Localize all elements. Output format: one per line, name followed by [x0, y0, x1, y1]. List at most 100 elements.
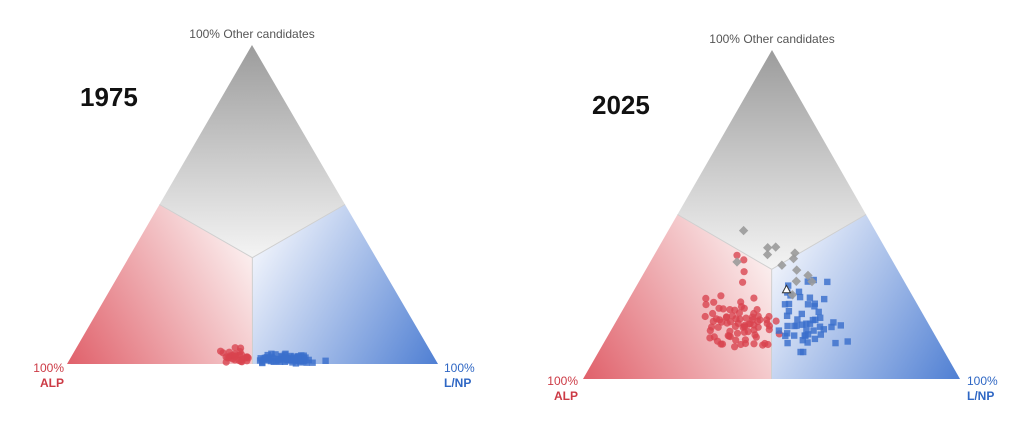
data-point — [270, 358, 277, 365]
data-point — [740, 268, 748, 276]
data-point — [810, 327, 817, 334]
data-point — [231, 344, 239, 352]
data-point — [765, 312, 773, 321]
data-point — [733, 251, 741, 259]
data-point — [811, 303, 818, 310]
data-point — [717, 292, 725, 300]
data-point — [837, 322, 844, 329]
data-point — [285, 354, 292, 361]
data-point — [763, 243, 773, 253]
data-point — [817, 331, 824, 338]
data-point — [275, 355, 282, 363]
data-point — [804, 301, 812, 308]
data-point — [844, 338, 851, 345]
data-point — [742, 314, 750, 322]
data-point — [709, 309, 717, 318]
data-point — [820, 326, 827, 333]
data-point — [237, 344, 245, 352]
data-point — [803, 320, 810, 327]
data-point — [269, 355, 276, 362]
data-point — [295, 353, 302, 360]
vertex-label-alp: 100% ALP — [538, 374, 578, 404]
data-point — [265, 357, 272, 364]
vertex-label-alp-pct: 100% — [547, 374, 578, 388]
vertex-label-lnp: 100% L/NP — [967, 374, 998, 404]
data-point — [799, 321, 806, 328]
data-point — [753, 306, 761, 314]
data-point — [796, 293, 804, 301]
data-point — [821, 295, 828, 303]
data-point — [702, 294, 710, 302]
data-point — [794, 316, 801, 323]
region-divider — [252, 204, 346, 259]
data-point — [750, 340, 758, 348]
data-point — [735, 309, 744, 317]
data-point — [784, 322, 791, 330]
data-point — [268, 350, 275, 357]
data-point — [237, 357, 245, 365]
data-point — [300, 354, 307, 361]
region-divider — [771, 214, 867, 270]
data-point — [272, 351, 279, 358]
data-point — [806, 320, 814, 327]
region-alp — [67, 204, 253, 364]
data-point — [762, 249, 773, 260]
data-point — [791, 276, 801, 286]
data-point — [224, 354, 232, 362]
data-point — [812, 316, 819, 323]
data-point — [217, 347, 225, 355]
data-point — [803, 270, 813, 281]
series-alp — [701, 251, 783, 351]
region-alp — [583, 214, 772, 379]
vertex-label-lnp-pct: 100% — [444, 361, 475, 375]
data-point — [244, 354, 252, 362]
data-point — [803, 326, 810, 334]
data-point — [732, 336, 740, 344]
data-point — [754, 317, 762, 325]
vertex-label-alp-pct: 100% — [33, 361, 64, 375]
series-alp — [217, 344, 252, 366]
data-point — [802, 332, 809, 339]
data-point — [231, 353, 239, 361]
data-point — [752, 333, 760, 341]
data-point — [738, 225, 749, 236]
data-point — [828, 323, 835, 331]
data-point — [832, 339, 839, 347]
data-point — [815, 308, 822, 316]
data-point — [726, 333, 734, 341]
data-point — [714, 323, 722, 331]
data-point — [806, 294, 814, 301]
data-point — [257, 355, 264, 362]
region-lnp — [771, 214, 960, 379]
data-point — [785, 300, 793, 308]
data-point — [744, 328, 752, 336]
vertex-label-other: 100% Other candidates — [189, 27, 315, 41]
data-point — [781, 284, 792, 294]
data-point — [737, 340, 745, 349]
data-point — [731, 343, 739, 351]
data-point — [830, 319, 837, 326]
data-point — [800, 348, 807, 356]
data-point — [722, 313, 731, 321]
data-point — [732, 257, 742, 267]
data-point — [791, 322, 798, 330]
data-point — [709, 317, 717, 325]
data-point — [719, 305, 727, 313]
region-other — [159, 45, 345, 258]
vertex-label-alp-name: ALP — [554, 389, 578, 403]
vertex-label-lnp-pct: 100% — [967, 374, 998, 388]
data-point — [292, 360, 300, 367]
data-point — [710, 298, 718, 306]
data-point — [305, 356, 312, 364]
data-point — [785, 308, 793, 315]
data-point — [782, 332, 789, 340]
data-point — [750, 326, 758, 334]
data-point — [811, 335, 819, 343]
data-point — [775, 327, 783, 334]
series-l-np — [775, 276, 851, 356]
data-point — [817, 314, 824, 321]
data-point — [708, 323, 716, 331]
data-point — [765, 326, 773, 334]
data-point — [824, 278, 831, 286]
